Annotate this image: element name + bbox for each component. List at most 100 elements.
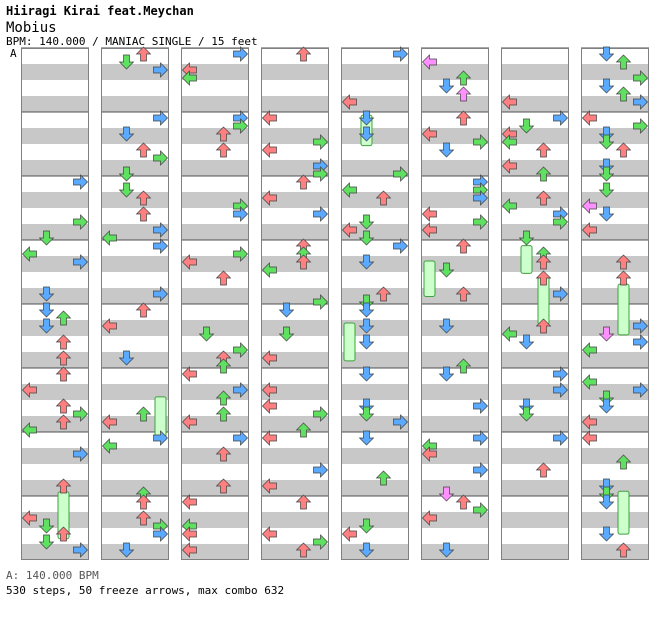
step-arrow-up [375, 470, 392, 486]
step-arrow-down [358, 334, 375, 350]
step-arrow-left [582, 374, 597, 390]
step-arrow-down [358, 230, 375, 246]
step-arrow-down [598, 326, 615, 342]
step-arrow-right [633, 118, 648, 134]
column-frame [21, 48, 89, 560]
step-arrow-right [73, 406, 88, 422]
beat-band [581, 384, 649, 400]
step-arrow-up [615, 254, 632, 270]
beat-band [581, 352, 649, 368]
chart-column [21, 47, 89, 560]
beat-band [261, 544, 329, 560]
beat-band [101, 352, 169, 368]
beat-band [421, 256, 489, 272]
step-arrow-up [215, 446, 232, 462]
step-arrow-down [598, 206, 615, 222]
beat-band [581, 256, 649, 272]
step-arrow-down [358, 126, 375, 142]
step-arrow-up [55, 350, 72, 366]
beat-band [501, 352, 569, 368]
step-arrow-up [295, 174, 312, 190]
step-arrow-down [598, 526, 615, 542]
step-arrow-right [553, 214, 568, 230]
step-arrow-up [215, 270, 232, 286]
beat-band [581, 544, 649, 560]
step-arrow-left [262, 190, 277, 206]
step-arrow-left [422, 222, 437, 238]
beat-band [501, 96, 569, 112]
step-arrow-down [38, 518, 55, 534]
beat-band [421, 448, 489, 464]
beat-band [101, 416, 169, 432]
beat-band [501, 192, 569, 208]
step-arrow-down [358, 294, 375, 310]
beat-band [341, 352, 409, 368]
step-arrow-up [135, 302, 152, 318]
step-arrow-down [518, 334, 535, 350]
step-arrow-right [473, 190, 488, 206]
step-arrow-up [295, 494, 312, 510]
step-arrow-right [73, 446, 88, 462]
beat-band [501, 288, 569, 304]
beat-band [341, 544, 409, 560]
step-arrow-down [518, 230, 535, 246]
beat-band [21, 224, 89, 240]
beat-band [581, 480, 649, 496]
step-arrow-down [598, 478, 615, 494]
step-arrow-right [73, 254, 88, 270]
step-arrow-up [135, 206, 152, 222]
step-arrow-right [153, 150, 168, 166]
step-arrow-up [535, 462, 552, 478]
beat-band [581, 416, 649, 432]
beat-band [181, 416, 249, 432]
beat-band [21, 448, 89, 464]
step-arrow-right [313, 166, 328, 182]
step-arrow-up [535, 190, 552, 206]
beat-band [181, 384, 249, 400]
step-arrow-down [358, 430, 375, 446]
step-arrow-down [38, 534, 55, 550]
step-arrow-left [262, 478, 277, 494]
beat-band [21, 160, 89, 176]
step-arrow-right [393, 238, 408, 254]
beat-band [501, 320, 569, 336]
step-arrow-up [295, 422, 312, 438]
freeze-arrow [617, 490, 630, 535]
beat-band [341, 256, 409, 272]
step-arrow-up [455, 238, 472, 254]
step-arrow-up [295, 254, 312, 270]
step-arrow-up [215, 358, 232, 374]
column-frame [421, 48, 489, 560]
beat-band [21, 320, 89, 336]
beat-band [261, 448, 329, 464]
step-arrow-down [38, 286, 55, 302]
beat-band [341, 288, 409, 304]
step-arrow-down [118, 182, 135, 198]
beat-band [21, 192, 89, 208]
step-arrow-down [118, 166, 135, 182]
beat-band [421, 288, 489, 304]
chart-column [421, 47, 489, 560]
step-arrow-left [582, 430, 597, 446]
step-arrow-down [598, 390, 615, 406]
chart-column [181, 47, 249, 560]
beat-band [501, 64, 569, 80]
step-arrow-down [358, 318, 375, 334]
step-arrow-up [215, 142, 232, 158]
beat-band [101, 96, 169, 112]
step-arrow-down [518, 406, 535, 422]
beat-band [421, 192, 489, 208]
step-arrow-right [473, 134, 488, 150]
step-arrow-left [22, 382, 37, 398]
beat-band [261, 512, 329, 528]
beat-band [21, 128, 89, 144]
step-arrow-left [182, 70, 197, 86]
beat-band [181, 64, 249, 80]
step-arrow-left [342, 94, 357, 110]
beat-band [341, 480, 409, 496]
bpm-summary: A: 140.000 BPM [6, 569, 99, 582]
step-arrow-down [118, 542, 135, 558]
step-arrow-left [262, 382, 277, 398]
step-arrow-right [313, 134, 328, 150]
step-arrow-up [135, 510, 152, 526]
